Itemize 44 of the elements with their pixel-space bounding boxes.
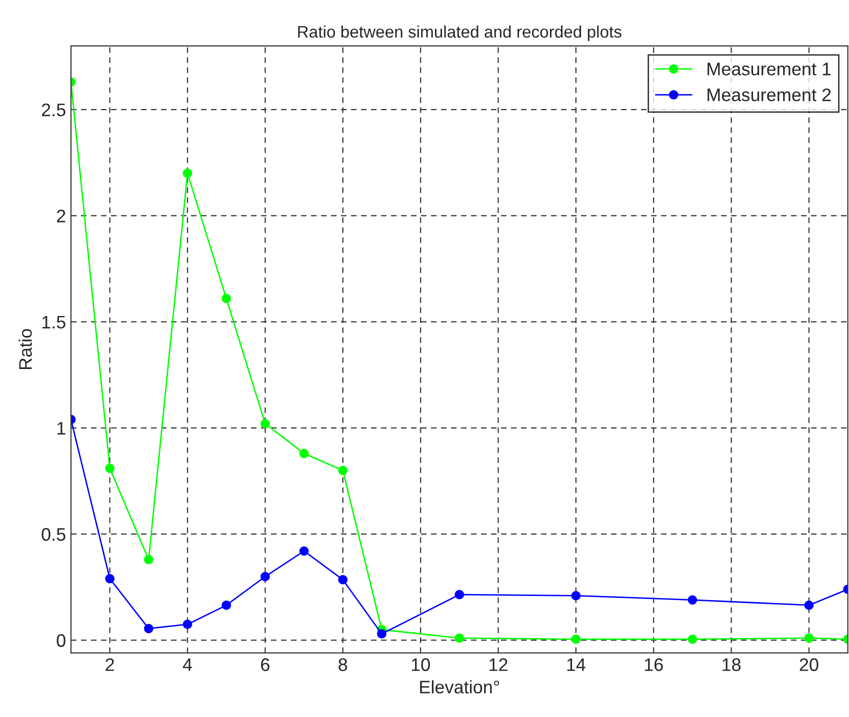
x-tick-label: 6 <box>261 658 270 672</box>
point <box>105 464 115 473</box>
point <box>182 168 192 178</box>
point <box>688 634 698 644</box>
point <box>571 634 581 644</box>
point <box>377 629 386 639</box>
y-tick-label: 1.5 <box>42 316 66 329</box>
x-axis-title: Elevation° <box>420 680 500 694</box>
point <box>222 600 232 610</box>
point <box>338 466 348 476</box>
y-tick-label: 0 <box>56 634 66 647</box>
point <box>222 294 232 304</box>
y-tick-label: 1 <box>57 422 66 435</box>
point <box>688 595 698 605</box>
point <box>105 574 115 584</box>
point <box>182 620 192 629</box>
point <box>454 633 464 643</box>
x-tick-label: 10 <box>412 658 430 672</box>
point <box>804 600 814 610</box>
point <box>454 590 464 600</box>
y-axis-title: Ratio <box>18 329 32 370</box>
x-tick-label: 8 <box>338 658 348 672</box>
x-tick-label: 14 <box>567 658 586 671</box>
point <box>299 448 309 458</box>
point <box>144 624 154 634</box>
legend-label: Measurement 2 <box>708 88 831 102</box>
y-tick-label: 0.5 <box>42 528 66 541</box>
point <box>260 572 270 582</box>
y-tick-label: 2 <box>56 210 66 222</box>
point <box>299 546 309 556</box>
y-tick-label: 2.5 <box>42 104 66 116</box>
x-tick-label: 4 <box>182 658 192 671</box>
x-tick-label: 16 <box>644 658 663 672</box>
x-tick-label: 12 <box>490 658 508 671</box>
point <box>260 419 270 428</box>
x-tick-label: 18 <box>722 658 741 672</box>
point <box>571 590 581 600</box>
point <box>804 633 814 643</box>
point <box>338 575 348 584</box>
chart-title: Ratio between simulated and recorded plots <box>298 25 622 42</box>
legend-label: Measurement 1 <box>708 62 831 76</box>
x-tick-label: 20 <box>800 658 818 672</box>
point <box>144 554 154 564</box>
x-tick-label: 2 <box>106 658 114 671</box>
